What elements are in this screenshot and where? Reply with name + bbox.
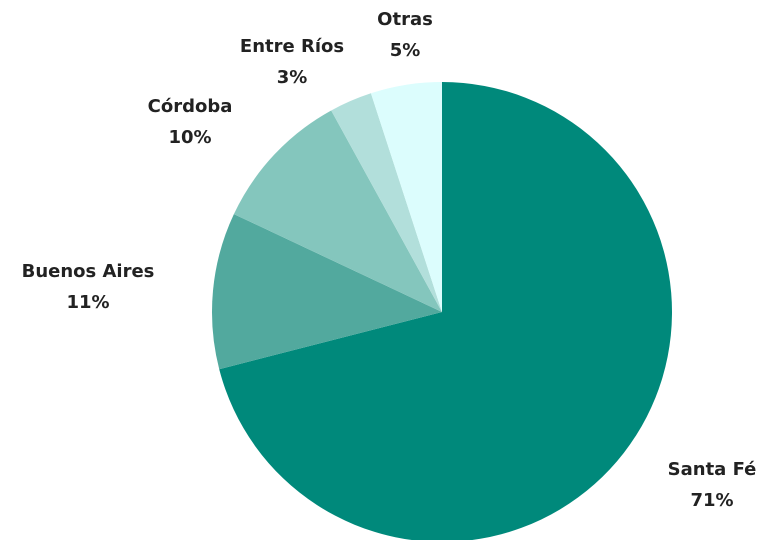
slice-label-name: Buenos Aires	[22, 261, 155, 282]
slice-label-name: Córdoba	[148, 96, 233, 117]
pie-slice	[370, 82, 442, 312]
pie-slice	[233, 110, 442, 312]
slice-label-name: Santa Fé	[668, 459, 757, 480]
slice-label-value: 11%	[66, 292, 109, 313]
slice-label-name: Otras	[377, 9, 433, 30]
slice-label-value: 3%	[277, 67, 308, 88]
slice-label-value: 71%	[690, 490, 733, 511]
slice-label-value: 10%	[168, 127, 211, 148]
pie-slice	[212, 214, 442, 370]
pie-slice	[219, 82, 672, 540]
pie-slice	[331, 93, 442, 312]
slice-label-value: 5%	[390, 40, 421, 61]
slice-label-name: Entre Ríos	[240, 36, 344, 57]
